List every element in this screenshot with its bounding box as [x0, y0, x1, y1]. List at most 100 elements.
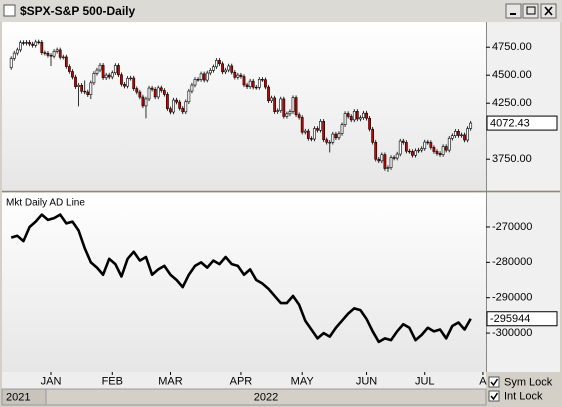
candle-body — [113, 65, 117, 74]
candle-body — [74, 76, 77, 87]
candle-body — [9, 58, 13, 68]
candle-body — [49, 55, 53, 57]
close-icon — [544, 6, 553, 16]
y-tick-label: 3750.00 — [492, 153, 532, 165]
maximize-button[interactable] — [522, 3, 539, 19]
candle-body — [135, 88, 139, 93]
candle-body — [218, 60, 221, 65]
year-label: 2022 — [254, 391, 278, 403]
candle-body — [104, 74, 108, 79]
candle-body — [31, 43, 35, 46]
candle-body — [254, 86, 258, 89]
int-lock[interactable]: Int Lock — [488, 390, 543, 402]
candle-body — [43, 52, 47, 54]
candle-body — [40, 41, 44, 53]
candle-body — [83, 90, 87, 93]
y-tick-label: 4500.00 — [492, 69, 532, 81]
price-axis — [486, 22, 560, 190]
candle-body — [291, 97, 295, 112]
candle-body — [202, 73, 206, 81]
candle-body — [395, 153, 399, 159]
candle-body — [86, 91, 90, 95]
candle-body — [257, 79, 261, 88]
candle-body — [423, 141, 427, 149]
candle-body — [190, 84, 194, 92]
candle-body — [141, 96, 145, 107]
candle-body — [147, 87, 151, 100]
candle-body — [208, 70, 212, 74]
minimize-button[interactable] — [505, 3, 522, 19]
candle-body — [380, 154, 384, 162]
candle-body — [215, 60, 218, 68]
candle-body — [359, 117, 362, 120]
candle-body — [224, 69, 227, 73]
candle-body — [398, 140, 402, 155]
candle-body — [377, 158, 381, 162]
candle-body — [61, 56, 65, 59]
x-tick-label: APR — [230, 375, 253, 387]
candle-body — [450, 135, 454, 139]
candle-body — [19, 42, 22, 51]
candle-body — [227, 65, 231, 71]
candle-body — [313, 128, 316, 140]
candle-body — [245, 84, 249, 88]
checkbox[interactable] — [488, 390, 500, 402]
candle-body — [15, 49, 19, 54]
candle-body — [132, 77, 136, 89]
x-tick-label: A — [479, 375, 487, 387]
candle-body — [334, 133, 338, 139]
candle-body — [288, 111, 292, 115]
candle-body — [414, 150, 417, 156]
candle-body — [447, 137, 451, 151]
candle-body — [273, 97, 277, 112]
candle-body — [346, 113, 350, 117]
candle-body — [193, 79, 197, 86]
ad-panel — [2, 193, 486, 372]
candle-body — [469, 122, 473, 129]
candle-body — [300, 117, 304, 133]
candle-body — [169, 108, 172, 113]
candle-body — [282, 98, 286, 117]
candle-body — [331, 133, 335, 143]
candle-body — [466, 128, 469, 141]
candle-body — [463, 134, 466, 141]
window-icon — [3, 4, 16, 17]
candle-body — [144, 98, 148, 107]
candle-body — [441, 146, 445, 155]
candle-body — [362, 112, 365, 118]
candle-body — [420, 148, 424, 151]
candle-body — [37, 41, 41, 44]
candle-body — [34, 41, 38, 46]
candle-body — [251, 80, 255, 88]
year-bar — [1, 388, 487, 406]
checkbox-label: Int Lock — [504, 390, 543, 402]
candle-body — [120, 74, 123, 85]
panel-title: Mkt Daily AD Line — [6, 198, 85, 209]
candle-body — [196, 79, 200, 81]
candle-body — [444, 146, 448, 151]
y-tick-label: -290000 — [492, 292, 532, 304]
candle-body — [80, 84, 84, 92]
candle-body — [58, 49, 62, 58]
maximize-icon — [526, 6, 536, 15]
candle-body — [138, 91, 142, 98]
candle-body — [322, 121, 326, 141]
candle-body — [429, 142, 433, 148]
candle-body — [25, 42, 28, 44]
title-bar — [0, 0, 562, 22]
candle-body — [328, 141, 332, 144]
candle-body — [417, 149, 420, 152]
checkbox[interactable] — [488, 376, 500, 388]
candle-body — [156, 87, 160, 98]
sym-lock[interactable]: Sym Lock — [488, 376, 553, 388]
candle-body — [404, 142, 408, 152]
checkbox-label: Sym Lock — [504, 376, 553, 388]
candle-body — [184, 101, 188, 113]
candle-body — [123, 83, 126, 87]
candle-body — [55, 49, 59, 52]
candle-body — [285, 113, 289, 117]
last-value-box — [486, 311, 558, 327]
candle-body — [172, 99, 175, 113]
candle-body — [110, 72, 114, 78]
y-tick-label: -270000 — [492, 221, 532, 233]
